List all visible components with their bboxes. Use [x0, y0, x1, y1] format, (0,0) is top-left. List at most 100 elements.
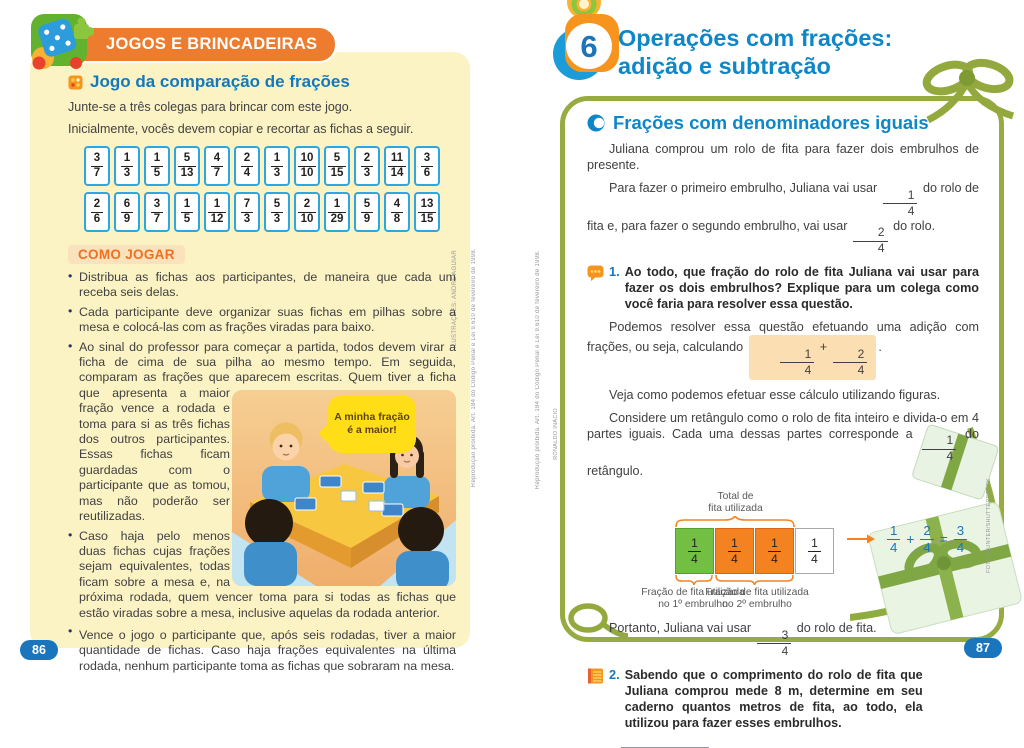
legal-note-left: Reprodução proibida. Art. 184 do Código …	[471, 248, 477, 488]
ribbon-bow-icon	[910, 50, 1022, 129]
section-banner: JOGOS E BRINCADEIRAS	[58, 26, 338, 63]
rule-item: • Distribua as fichas aos participantes, …	[68, 269, 456, 301]
how-to-play-heading: COMO JOGAR	[68, 245, 185, 264]
label-second-line-1: Fração de fita utilizada	[705, 587, 809, 599]
rule-text: Vence o jogo o participante que, após se…	[79, 627, 456, 673]
activity-2: 2. Sabendo que o comprimento do rolo de …	[587, 667, 979, 731]
illustration-float: A minha fração é a maior!	[224, 340, 456, 588]
paragraph-3: Podemos resolver essa questão efetuando …	[587, 319, 979, 380]
rule-text: Caso haja pelo menos duas fichas cujas f…	[79, 528, 456, 620]
rule-item: • Ao sinal do professor para começar a pa…	[68, 338, 456, 525]
label-first-line-1: Fração de fita utilizada	[641, 587, 745, 599]
games-logo-icon	[28, 8, 95, 77]
bullet-marker: •	[68, 527, 73, 542]
underbrace-1	[675, 575, 713, 586]
ribbon-curl-icon	[558, 592, 629, 649]
activity-1: 1. Ao todo, que fração do rolo de fita J…	[587, 264, 979, 312]
rule-item: • Vence o jogo o participante que, após s…	[68, 624, 456, 674]
fraction: 1 29	[327, 198, 347, 226]
legal-note-right: Reprodução proibida. Art. 184 do Código …	[535, 250, 541, 490]
banner-label: JOGOS E BRINCADEIRAS	[106, 35, 318, 53]
activity-1-number: 1.	[609, 264, 620, 280]
game-title: Jogo da comparação de frações	[90, 72, 350, 91]
left-page: JOGOS E BRINCADEIRAS	[0, 0, 512, 686]
speech-bubble-text: A minha fração é a maior!	[334, 411, 410, 436]
illustration-art	[232, 389, 456, 586]
paragraph-5: Considere um retângulo como o rolo de fi…	[587, 410, 980, 479]
game-rules-list-top: • Distribua as fichas aos participantes, …	[68, 269, 456, 336]
paragraph-4: Veja como podemos efetuar esse cálculo u…	[609, 387, 941, 402]
rule-text: Cada participante deve organizar suas fi…	[79, 304, 456, 335]
answer-line	[621, 746, 709, 748]
fraction: 1 12	[207, 198, 227, 226]
label-first-line-2: no 1º embrulho	[658, 598, 728, 610]
speech-activity-icon	[587, 265, 604, 282]
bullet-marker: •	[68, 338, 73, 353]
ribbon-frame	[560, 96, 1004, 642]
kids-playing-illustration: A minha fração é a maior!	[232, 389, 456, 586]
fraction-card: 1 12	[204, 192, 230, 232]
right-page: 6 Operações com frações: adição e subtra…	[512, 0, 1024, 748]
underbraces	[675, 575, 837, 586]
page-number-87: 87	[964, 638, 1002, 658]
label-second-line-2: no 2º embrulho	[722, 598, 792, 610]
fraction-card: 1 29	[324, 192, 350, 232]
fraction-card: 11 14	[384, 146, 410, 186]
activity-2-number: 2.	[609, 666, 620, 682]
section-marker-icon	[587, 114, 605, 132]
fraction: 2 10	[297, 198, 317, 226]
game-icon	[68, 75, 83, 89]
chapter-badge: 6	[553, 12, 621, 89]
left-content: Jogo da comparação de frações Junte-se a…	[68, 72, 456, 678]
fraction-card: 13 15	[414, 192, 440, 232]
activity-2-text: Sabendo que o comprimento do rolo de fit…	[624, 667, 923, 730]
section-title: Frações com denominadores iguais	[613, 112, 929, 133]
chapter-title-line-1: Operações com frações:	[618, 25, 893, 51]
chapter-title: Operações com frações: adição e subtraçã…	[618, 24, 892, 80]
bullet-marker: •	[68, 269, 73, 283]
fraction: 5 13	[177, 152, 197, 180]
diagram-credit: RONALDO INÁCIO	[553, 408, 559, 460]
page-number-86: 86	[20, 640, 58, 660]
fraction: 11 14	[387, 152, 407, 180]
label-second-wrap: Fração de fita utilizada no 2º embrulho	[687, 587, 827, 610]
total-label: Total de fita utilizada	[675, 491, 796, 514]
rule-text: Distribua as fichas aos participantes, d…	[79, 270, 456, 300]
textbook-spread: { "colors":{ "banner_orange":"#EE7C2E","…	[0, 0, 1024, 686]
